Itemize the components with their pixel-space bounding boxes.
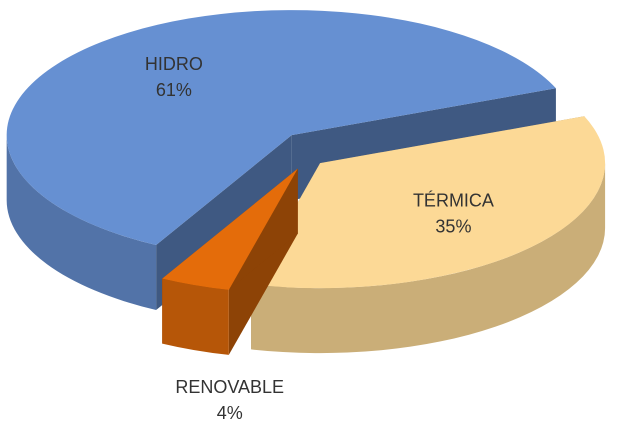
slice-side [6, 135, 157, 311]
slice [251, 116, 606, 354]
value-label: 35% [435, 217, 471, 237]
slice [162, 168, 298, 290]
slice-label: HIDRO [145, 54, 203, 74]
slice-side [162, 278, 229, 355]
value-label: 61% [156, 80, 192, 100]
slice-label: TÉRMICA [413, 191, 494, 211]
slice [162, 168, 298, 355]
slice-side [251, 163, 606, 354]
slice [251, 116, 606, 289]
slice [6, 10, 556, 246]
slice-label: RENOVABLE [175, 377, 284, 397]
value-label: 4% [217, 403, 243, 423]
